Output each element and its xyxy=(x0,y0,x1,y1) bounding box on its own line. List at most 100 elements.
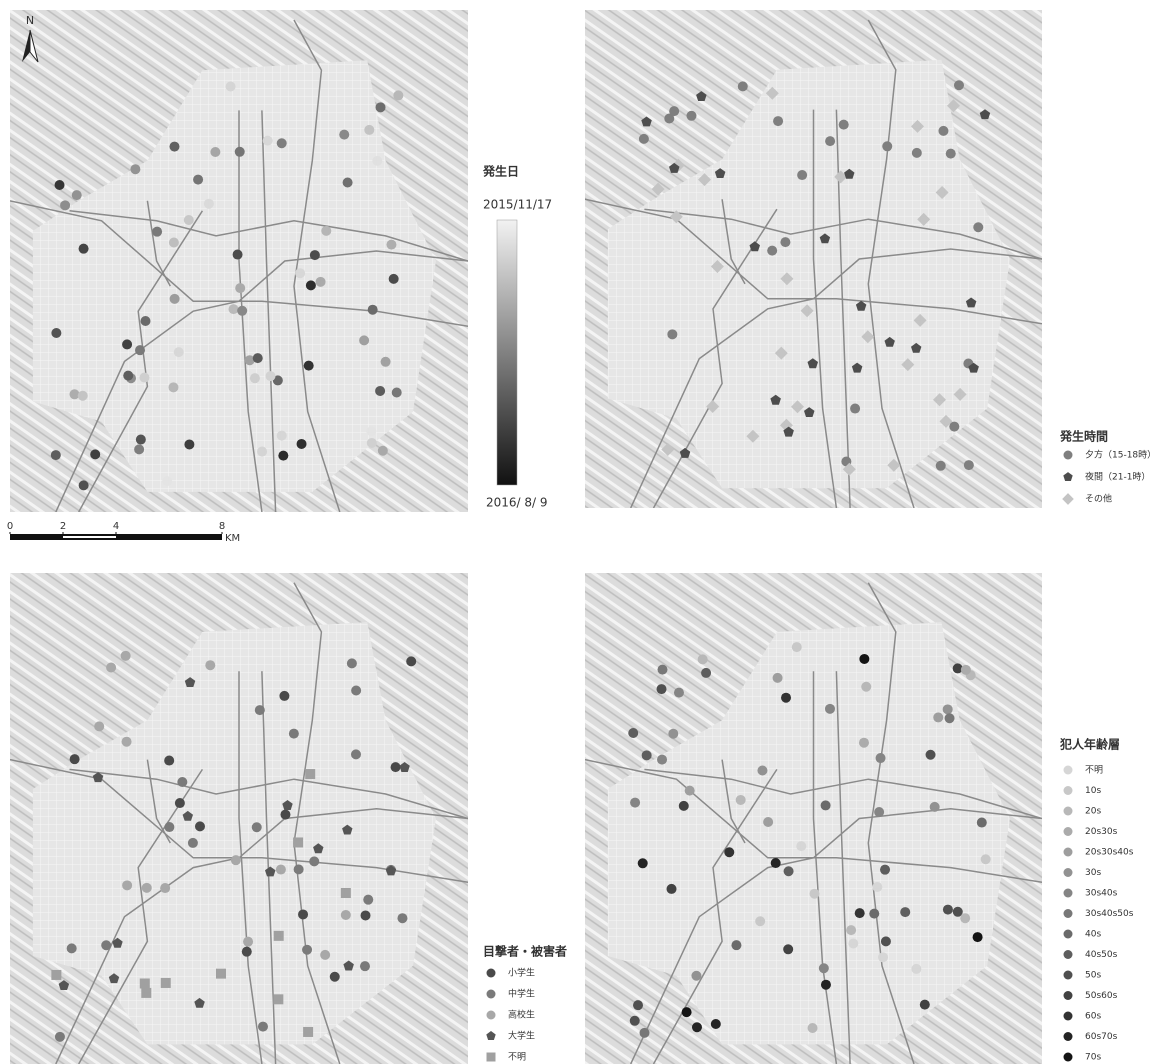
incident-point xyxy=(630,798,640,808)
incident-point xyxy=(101,940,111,950)
incident-point xyxy=(376,102,386,112)
incident-point xyxy=(250,373,260,383)
incident-point xyxy=(60,200,70,210)
incident-point xyxy=(692,1022,702,1032)
incident-point xyxy=(943,704,953,714)
incident-point xyxy=(667,329,677,339)
legend-label: 50s60s xyxy=(1085,991,1118,1001)
incident-point xyxy=(771,858,781,868)
legend-symbol xyxy=(487,969,496,978)
incident-point xyxy=(685,786,695,796)
legend-label: 60s xyxy=(1085,1012,1101,1022)
legend-label: 30s xyxy=(1085,868,1101,878)
legend-start: 2015/11/17 xyxy=(483,198,552,212)
incident-point xyxy=(310,250,320,260)
incident-point xyxy=(783,944,793,954)
incident-point xyxy=(152,227,162,237)
legend-symbol xyxy=(487,1053,496,1062)
incident-point xyxy=(204,199,214,209)
incident-point xyxy=(253,353,263,363)
incident-point xyxy=(175,798,185,808)
incident-point xyxy=(243,937,253,947)
incident-point xyxy=(266,371,276,381)
incident-point xyxy=(642,750,652,760)
incident-point xyxy=(679,801,689,811)
legend-label: 中学生 xyxy=(508,988,535,1000)
incident-point xyxy=(55,1032,65,1042)
incident-point xyxy=(252,822,262,832)
incident-point xyxy=(303,1027,313,1037)
incident-point xyxy=(122,737,132,747)
incident-point xyxy=(763,817,773,827)
legend-symbol xyxy=(1064,868,1073,877)
incident-point xyxy=(51,450,61,460)
incident-point xyxy=(378,446,388,456)
incident-point xyxy=(869,909,879,919)
incident-point xyxy=(122,339,132,349)
incident-point xyxy=(51,328,61,338)
legend-symbol xyxy=(1064,971,1073,980)
incident-point xyxy=(784,866,794,876)
incident-point xyxy=(859,738,869,748)
incident-point xyxy=(141,988,151,998)
incident-point xyxy=(821,980,831,990)
incident-point xyxy=(389,274,399,284)
incident-point xyxy=(773,116,783,126)
incident-point xyxy=(633,1000,643,1010)
legend-symbol xyxy=(1064,1012,1073,1021)
legend-label: 30s40s xyxy=(1085,889,1118,899)
legend-label: 不明 xyxy=(1085,765,1103,776)
incident-point xyxy=(406,656,416,666)
incident-point xyxy=(170,294,180,304)
incident-point xyxy=(657,755,667,765)
incident-point xyxy=(375,386,385,396)
incident-point xyxy=(123,371,133,381)
incident-point xyxy=(938,126,948,136)
incident-point xyxy=(280,810,290,820)
incident-point xyxy=(738,81,748,91)
incident-point xyxy=(273,994,283,1004)
incident-point xyxy=(351,749,361,759)
incident-point xyxy=(184,215,194,225)
incident-point xyxy=(630,1016,640,1026)
incident-point xyxy=(231,855,241,865)
incident-point xyxy=(667,884,677,894)
incident-point xyxy=(255,705,265,715)
incident-point xyxy=(343,177,353,187)
incident-point xyxy=(174,347,184,357)
incident-point xyxy=(846,925,856,935)
scale-tick-label: 8 xyxy=(219,521,225,532)
incident-point xyxy=(122,880,132,890)
incident-point xyxy=(933,712,943,722)
legend-title: 発生時間 xyxy=(1059,429,1108,444)
incident-point xyxy=(366,426,376,436)
incident-point xyxy=(341,888,351,898)
incident-point xyxy=(229,304,239,314)
incident-point xyxy=(930,802,940,812)
incident-point xyxy=(293,837,303,847)
incident-point xyxy=(67,943,77,953)
incident-point xyxy=(876,753,886,763)
incident-point xyxy=(78,391,88,401)
incident-point xyxy=(657,665,667,675)
map-body xyxy=(585,10,1042,508)
incident-point xyxy=(698,654,708,664)
incident-point xyxy=(237,306,247,316)
incident-point xyxy=(297,439,307,449)
incident-point xyxy=(736,795,746,805)
incident-point xyxy=(188,838,198,848)
incident-point xyxy=(160,883,170,893)
incident-point xyxy=(964,460,974,470)
legend-label: 40s50s xyxy=(1085,950,1118,960)
incident-point xyxy=(912,148,922,158)
incident-point xyxy=(341,910,351,920)
incident-point xyxy=(70,754,80,764)
legend-label: 大学生 xyxy=(508,1030,535,1042)
incident-point xyxy=(668,729,678,739)
incident-point xyxy=(177,777,187,787)
legend-symbol xyxy=(1064,889,1073,898)
incident-point xyxy=(731,940,741,950)
incident-point xyxy=(162,476,172,486)
incident-point xyxy=(258,1022,268,1032)
incident-point xyxy=(164,822,174,832)
